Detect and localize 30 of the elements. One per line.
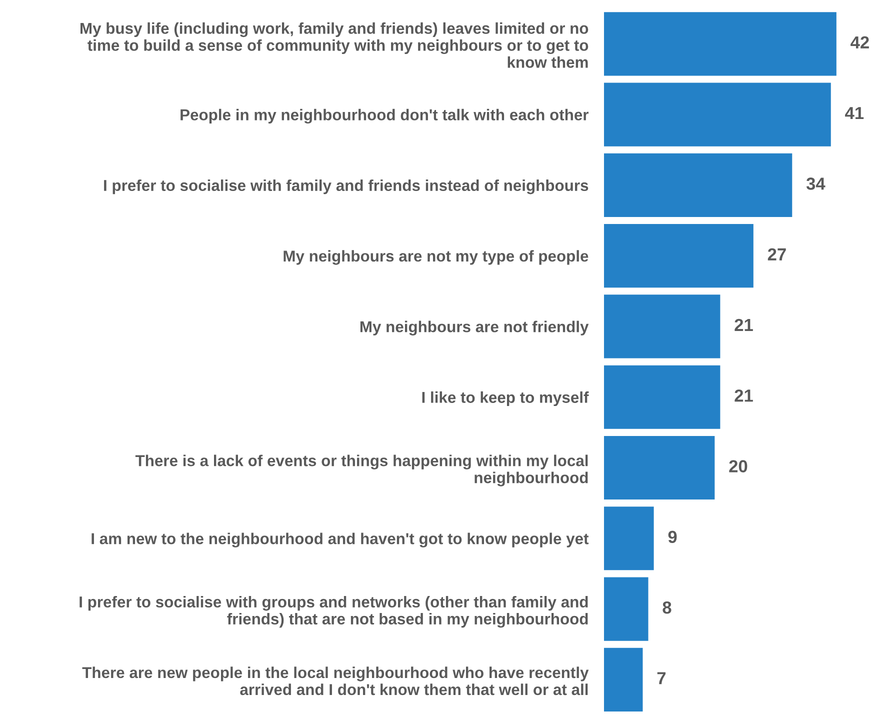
bar: [604, 577, 648, 641]
y-tick-label: I prefer to socialise with groups and networks (other than family and friends) that are not based in my neighbourhood: [80, 596, 588, 628]
bar: [604, 82, 831, 146]
y-tick-label: I like to keep to myself: [422, 391, 589, 406]
y-tick-label: My busy life (including work, family and friends) leaves limited or no time to build a sense of community with my neighbours or to get to know them: [80, 22, 588, 68]
data-label: 21: [734, 318, 753, 331]
bar: [604, 12, 836, 76]
bar: [604, 224, 754, 288]
data-label: 9: [668, 530, 677, 544]
bar: [604, 365, 720, 429]
data-label: 34: [806, 178, 826, 190]
data-label: 7: [657, 672, 666, 684]
bar: [604, 506, 654, 570]
y-tick-label: I am new to the neighbourhood and haven't got to know people yet: [92, 532, 589, 548]
y-tick-label: There are new people in the local neighbourhood who have recently arrived and I don't know them that well or at all: [82, 666, 589, 696]
y-tick-label: There is a lack of events or things happening within my local neighbourhood: [135, 454, 588, 486]
data-label: 27: [768, 248, 786, 260]
data-label: 8: [662, 601, 672, 614]
bar: [604, 436, 715, 500]
bar: [604, 294, 720, 358]
y-tick-label: My neighbours are not friendly: [360, 320, 589, 336]
data-label: 21: [734, 389, 753, 402]
data-label: 42: [850, 36, 869, 48]
y-tick-label: People in my neighbourhood don't talk with each other: [180, 108, 589, 124]
bar: [604, 648, 643, 712]
data-label: 41: [845, 107, 864, 120]
data-label: 20: [729, 460, 748, 472]
y-tick-label: I prefer to socialise with family and friends instead of neighbours: [104, 180, 588, 194]
y-tick-label: My neighbours are not my type of people: [284, 250, 588, 265]
bar: [604, 153, 792, 217]
